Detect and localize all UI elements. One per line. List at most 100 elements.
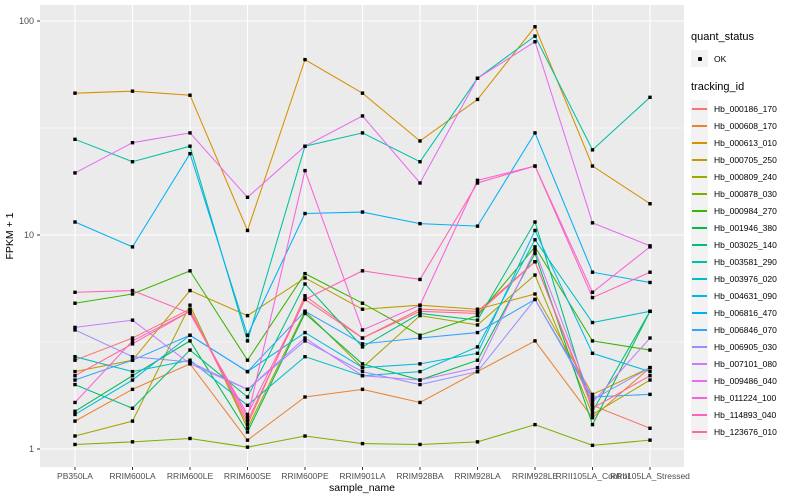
data-point: [590, 422, 595, 427]
y-tick-label: 10: [24, 230, 34, 240]
data-point: [360, 342, 365, 346]
data-point: [73, 412, 77, 417]
legend-item-Hb_000608_170: Hb_000608_170: [691, 117, 799, 134]
legend-key-swatch: [691, 100, 708, 117]
data-point: [130, 140, 135, 145]
legend-item-Hb_114893_040: Hb_114893_040: [691, 406, 799, 423]
data-point: [590, 443, 595, 448]
data-point: [360, 328, 365, 332]
x-axis-title: sample_name: [329, 482, 395, 494]
data-point: [418, 362, 422, 366]
line-swatch-icon: [692, 193, 707, 195]
x-tick-label: PB350LA: [57, 471, 93, 481]
data-point: [73, 220, 77, 224]
legend-key-swatch: [691, 134, 708, 151]
data-point: [648, 365, 652, 370]
data-point: [130, 369, 135, 374]
data-point: [475, 224, 480, 228]
data-point: [533, 164, 537, 168]
legend-label: Hb_009486_040: [714, 375, 777, 386]
line-swatch-icon: [692, 176, 707, 178]
legend-key-swatch: [691, 406, 708, 423]
data-point: [188, 358, 192, 362]
data-point: [188, 307, 192, 311]
data-point: [533, 34, 537, 38]
legend-label: Hb_000705_250: [714, 154, 777, 165]
data-point: [590, 148, 595, 152]
data-point: [245, 369, 250, 374]
data-point: [130, 89, 135, 93]
data-point: [590, 392, 595, 397]
data-point: [475, 323, 480, 327]
data-point: [73, 382, 77, 387]
legend-key-swatch: [691, 338, 708, 355]
legend-item-Hb_000809_240: Hb_000809_240: [691, 168, 799, 185]
line-swatch-icon: [692, 210, 707, 212]
data-point: [418, 160, 422, 164]
line-swatch-icon: [692, 244, 707, 246]
legend-label: Hb_114893_040: [714, 409, 777, 420]
legend-label: Hb_006846_070: [714, 324, 777, 335]
data-point: [73, 301, 77, 305]
y-tick-label: 100: [19, 16, 34, 26]
line-swatch-icon: [692, 431, 707, 433]
data-point: [590, 270, 595, 274]
data-point: [130, 358, 135, 362]
legend-key-swatch: [691, 117, 708, 134]
data-point: [590, 339, 595, 343]
data-point: [130, 318, 135, 322]
data-point: [648, 374, 652, 378]
data-point: [188, 93, 192, 97]
legend-key-swatch: [691, 355, 708, 372]
data-point: [245, 195, 250, 200]
legend-tracking-items: Hb_000186_170 Hb_000608_170 Hb_000613_010 H…: [691, 100, 799, 440]
data-point: [73, 91, 77, 95]
data-point: [648, 426, 652, 430]
data-point: [303, 276, 307, 280]
data-point: [245, 419, 250, 423]
data-point: [360, 441, 365, 446]
data-point: [360, 301, 365, 305]
data-point: [533, 297, 537, 302]
data-point: [360, 365, 365, 370]
data-point: [188, 311, 192, 316]
data-point: [245, 412, 250, 417]
data-point: [418, 369, 422, 374]
data-point: [590, 412, 595, 417]
data-point: [475, 369, 480, 374]
data-point: [360, 269, 365, 273]
data-point: [418, 311, 422, 316]
data-point: [648, 280, 652, 285]
legend-item-Hb_123676_010: Hb_123676_010: [691, 423, 799, 440]
data-point: [475, 97, 480, 102]
data-point: [245, 339, 250, 343]
legend-item-Hb_007101_080: Hb_007101_080: [691, 355, 799, 372]
data-point: [73, 419, 77, 423]
data-point: [533, 292, 537, 296]
data-point: [188, 144, 192, 148]
data-point: [245, 438, 250, 442]
data-point: [648, 309, 652, 314]
data-point: [418, 221, 422, 226]
data-point: [303, 336, 307, 340]
line-swatch-icon: [692, 227, 707, 229]
legend-label: Hb_011224_100: [714, 392, 777, 403]
x-tick-label: RRIM600SE: [224, 471, 272, 481]
data-point: [303, 311, 307, 316]
data-point: [73, 400, 77, 405]
data-point: [590, 320, 595, 325]
data-point: [130, 342, 135, 346]
data-point: [303, 395, 307, 399]
data-point: [533, 248, 537, 252]
data-point: [533, 131, 537, 135]
legend-key-swatch: [691, 321, 708, 338]
legend-item-Hb_000613_010: Hb_000613_010: [691, 134, 799, 151]
legend-label: Hb_006905_030: [714, 341, 777, 352]
data-point: [73, 171, 77, 175]
legend-item-Hb_003581_290: Hb_003581_290: [691, 253, 799, 270]
data-point: [245, 358, 250, 362]
data-point: [130, 160, 135, 164]
data-point: [188, 333, 192, 337]
data-point: [303, 339, 307, 343]
line-swatch-icon: [692, 329, 707, 331]
